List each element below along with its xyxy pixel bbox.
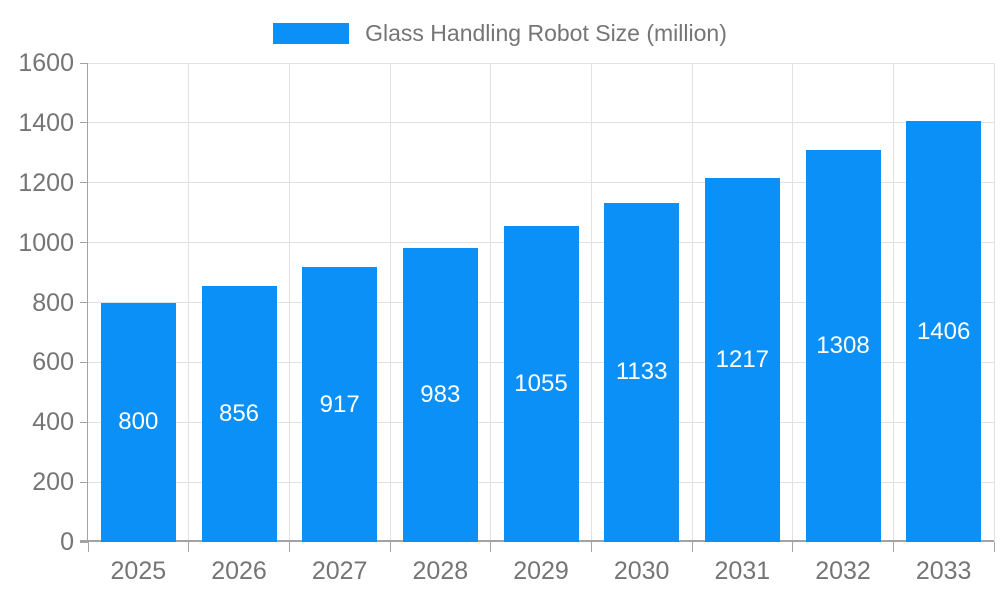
x-tick-label: 2027 — [311, 557, 368, 585]
y-axis-tick — [80, 62, 88, 64]
bar[interactable]: 1217 — [704, 177, 780, 542]
legend[interactable]: Glass Handling Robot Size (million) — [0, 20, 1000, 46]
y-tick-label: 800 — [32, 288, 74, 317]
gridline-vertical — [490, 63, 492, 542]
y-tick-label: 0 — [60, 528, 74, 556]
bar[interactable]: 800 — [100, 302, 176, 542]
x-axis-tick — [87, 542, 89, 552]
gridline-vertical — [288, 63, 290, 542]
x-axis-tick — [389, 542, 391, 552]
y-tick-label: 400 — [32, 408, 74, 437]
bar[interactable]: 856 — [201, 285, 277, 542]
x-tick-label: 2031 — [714, 557, 771, 585]
y-axis-tick — [80, 122, 88, 124]
bar-value-label: 1406 — [916, 317, 971, 345]
x-axis-tick — [792, 542, 794, 552]
gridline-vertical — [590, 63, 592, 542]
gridline-horizontal — [88, 62, 994, 64]
y-axis-tick — [80, 302, 88, 303]
bar[interactable]: 917 — [302, 267, 378, 542]
x-axis-tick — [590, 542, 592, 552]
y-tick-label: 200 — [32, 468, 74, 497]
gridline-vertical — [188, 63, 190, 542]
y-axis-tick — [80, 481, 88, 483]
y-axis-tick — [80, 421, 88, 423]
x-axis-tick — [993, 542, 995, 552]
x-tick-label: 2029 — [513, 557, 569, 585]
bar-value-label: 917 — [319, 390, 360, 418]
bar-value-label: 1308 — [816, 332, 870, 360]
bar-value-label: 983 — [420, 380, 461, 408]
x-tick-label: 2028 — [412, 557, 469, 585]
x-tick-label: 2033 — [915, 557, 972, 585]
y-axis-line — [87, 63, 88, 542]
plot-area: 0 200 400 600 800 1000 1200 1400 1600 2025 2026 202… — [18, 49, 995, 585]
y-tick-label: 1200 — [18, 168, 74, 197]
y-axis-tick — [80, 541, 88, 543]
x-tick-label: 2025 — [110, 557, 167, 585]
y-tick-label: 1000 — [18, 228, 74, 257]
y-axis-tick — [80, 242, 88, 244]
bar[interactable]: 983 — [402, 247, 478, 542]
y-axis-tick — [80, 361, 88, 363]
gridline-horizontal — [88, 122, 994, 124]
bar[interactable]: 1133 — [604, 202, 680, 542]
x-axis-tick — [490, 542, 492, 552]
bar[interactable]: 1406 — [906, 121, 982, 542]
bar-value-label: 1217 — [715, 345, 770, 373]
bar-value-label: 856 — [218, 399, 260, 427]
x-axis-tick — [691, 542, 693, 552]
y-tick-label: 600 — [32, 348, 74, 377]
gridline-vertical — [993, 63, 995, 542]
gridline-vertical — [792, 63, 794, 542]
x-axis-tick — [288, 542, 290, 552]
legend-swatch — [273, 22, 350, 44]
x-tick-label: 2032 — [815, 557, 871, 585]
bar-value-label: 1055 — [514, 370, 568, 398]
bar-value-label: 800 — [118, 408, 159, 436]
bar[interactable]: 1055 — [503, 226, 579, 542]
y-axis-tick — [80, 182, 88, 184]
gridline-horizontal — [88, 182, 994, 184]
bar-value-label: 1133 — [615, 358, 668, 386]
gridline-vertical — [691, 63, 693, 542]
bar[interactable]: 1308 — [805, 150, 881, 542]
x-axis-tick — [188, 542, 190, 552]
x-tick-label: 2026 — [211, 557, 267, 585]
legend-label: Glass Handling Robot Size (million) — [365, 20, 727, 46]
gridline-vertical — [892, 63, 894, 542]
x-tick-label: 2030 — [613, 557, 670, 585]
y-tick-label: 1600 — [18, 49, 74, 77]
gridline-vertical — [389, 63, 391, 542]
x-axis-tick — [892, 542, 894, 552]
y-tick-label: 1400 — [18, 108, 74, 137]
